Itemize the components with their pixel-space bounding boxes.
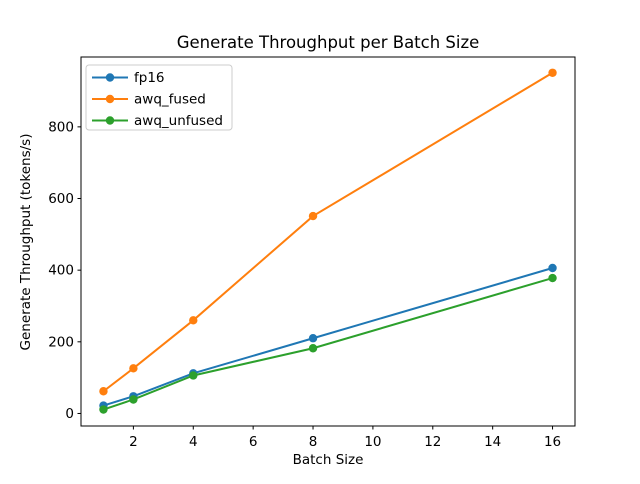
y-tick-label: 600 xyxy=(48,191,74,207)
x-tick-label: 8 xyxy=(309,434,318,450)
data-point-awq_fused xyxy=(308,211,318,221)
x-axis-label: Batch Size xyxy=(293,452,364,468)
legend-item-awq_fused: awq_fused xyxy=(92,92,206,108)
legend-box xyxy=(85,64,233,131)
x-tick-label: 6 xyxy=(249,434,258,450)
data-point-awq_fused xyxy=(129,364,138,373)
legend-marker xyxy=(105,94,115,104)
legend-label: awq_unfused xyxy=(134,113,223,129)
legend-marker xyxy=(105,116,115,125)
legend-item-awq_unfused: awq_unfused xyxy=(92,113,223,129)
data-point-fp16 xyxy=(548,263,557,273)
data-point-awq_unfused xyxy=(129,395,138,404)
data-point-awq_unfused xyxy=(99,405,108,414)
chart-title: Generate Throughput per Batch Size xyxy=(177,33,480,52)
data-point-fp16 xyxy=(308,334,318,343)
legend-item-fp16: fp16 xyxy=(92,70,165,86)
x-tick-label: 10 xyxy=(364,434,381,450)
y-tick-label: 800 xyxy=(48,119,74,135)
x-tick-label: 4 xyxy=(189,434,198,450)
x-tick-label: 16 xyxy=(544,434,561,450)
data-series xyxy=(99,68,557,414)
data-point-awq_unfused xyxy=(189,371,198,380)
axis-ticks: 0 200 400 600 800 2 4 6 8 10 12 14 16 xyxy=(48,119,561,450)
legend: fp16 awq_fused awq_unfused xyxy=(85,64,233,131)
legend-label: fp16 xyxy=(134,70,165,86)
x-tick-label: 14 xyxy=(484,434,501,450)
data-point-awq_fused xyxy=(548,68,557,77)
x-tick-label: 12 xyxy=(424,434,441,450)
data-point-awq_unfused xyxy=(308,344,318,353)
legend-marker xyxy=(105,73,115,82)
y-tick-label: 200 xyxy=(48,334,74,350)
y-tick-label: 0 xyxy=(65,406,74,422)
data-point-awq_fused xyxy=(189,316,198,325)
y-tick-label: 400 xyxy=(48,263,74,279)
x-tick-label: 2 xyxy=(129,434,138,450)
legend-label: awq_fused xyxy=(134,92,206,108)
data-point-awq_fused xyxy=(99,387,108,396)
data-point-awq_unfused xyxy=(548,273,557,283)
y-axis-label: Generate Throughput (tokens/s) xyxy=(18,134,34,351)
